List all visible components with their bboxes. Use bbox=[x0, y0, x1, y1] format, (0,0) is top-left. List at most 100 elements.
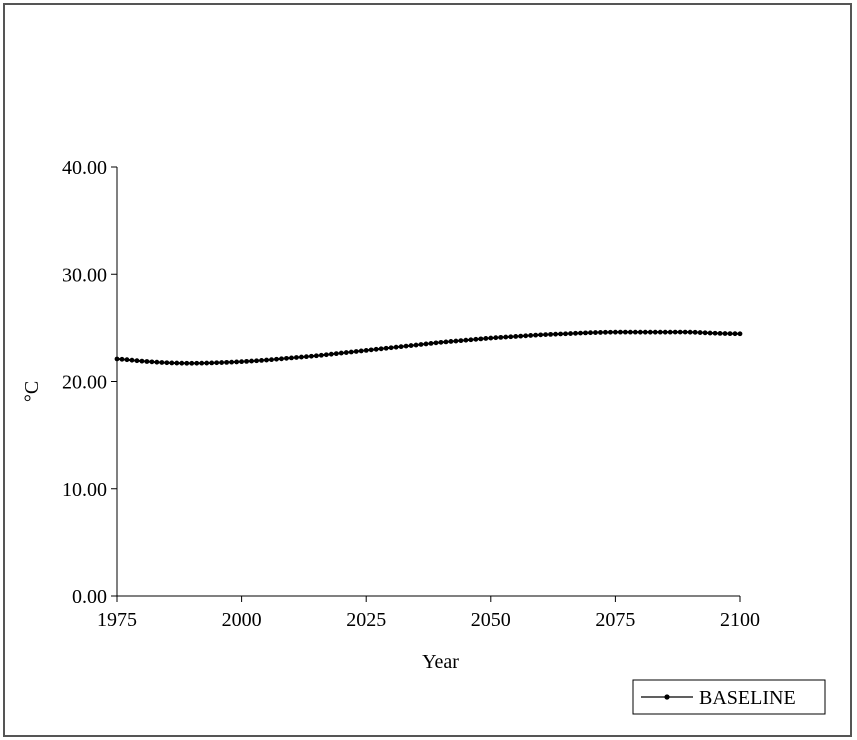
data-point bbox=[289, 355, 294, 361]
data-point bbox=[413, 342, 419, 348]
y-tick-label: 30.00 bbox=[62, 264, 107, 286]
data-point bbox=[528, 333, 534, 338]
data-point bbox=[328, 351, 334, 357]
data-point bbox=[608, 329, 613, 335]
x-tick-label: 2075 bbox=[595, 609, 635, 631]
chart-frame: 0.00 10.00 20.00 30.00 40.00 1975 2000 2025 2050… bbox=[3, 3, 852, 737]
data-point bbox=[568, 331, 573, 336]
data-point bbox=[667, 329, 673, 335]
data-point bbox=[493, 335, 499, 341]
data-point bbox=[303, 354, 309, 360]
data-point bbox=[632, 329, 638, 335]
data-point bbox=[573, 330, 578, 336]
data-point bbox=[483, 336, 489, 341]
data-point bbox=[299, 354, 304, 360]
data-point bbox=[164, 360, 170, 366]
data-point bbox=[722, 331, 728, 336]
data-point bbox=[687, 329, 693, 335]
data-point bbox=[642, 329, 648, 335]
y-tick-label: 20.00 bbox=[62, 372, 107, 394]
x-tick-label: 2050 bbox=[471, 609, 511, 631]
data-point bbox=[234, 359, 240, 365]
x-tick-label: 2100 bbox=[720, 609, 760, 631]
data-point bbox=[418, 342, 424, 347]
data-point bbox=[169, 360, 175, 366]
data-point bbox=[453, 338, 459, 344]
data-point bbox=[672, 329, 678, 335]
data-point bbox=[274, 356, 279, 362]
data-point bbox=[697, 330, 703, 335]
data-point bbox=[388, 345, 394, 351]
data-point bbox=[598, 330, 603, 335]
y-tick-label: 0.00 bbox=[72, 586, 107, 608]
data-point bbox=[219, 360, 225, 365]
data-point bbox=[707, 330, 713, 336]
data-point bbox=[588, 330, 593, 336]
data-point bbox=[229, 359, 235, 365]
data-point bbox=[627, 329, 633, 335]
data-point bbox=[189, 360, 195, 366]
data-point bbox=[433, 340, 439, 346]
data-point bbox=[313, 353, 319, 359]
data-point bbox=[373, 346, 379, 352]
data-point bbox=[318, 352, 324, 358]
legend-label-baseline: BASELINE bbox=[699, 687, 796, 709]
data-point bbox=[603, 329, 608, 335]
data-point bbox=[428, 340, 434, 346]
data-point bbox=[338, 350, 344, 356]
data-point bbox=[523, 333, 529, 339]
x-tick-label: 1975 bbox=[97, 609, 137, 631]
data-point bbox=[393, 344, 399, 350]
data-point bbox=[254, 358, 259, 364]
line-chart: 0.00 10.00 20.00 30.00 40.00 1975 2000 2025 2050… bbox=[21, 157, 826, 715]
data-point bbox=[732, 331, 738, 337]
data-point bbox=[657, 329, 663, 335]
data-point bbox=[279, 356, 284, 362]
data-point bbox=[249, 358, 254, 364]
data-point bbox=[239, 359, 245, 365]
data-point bbox=[583, 330, 588, 336]
data-point bbox=[363, 348, 369, 353]
data-point bbox=[478, 336, 484, 342]
data-point bbox=[144, 359, 150, 364]
data-point bbox=[448, 339, 454, 344]
data-point bbox=[209, 360, 215, 366]
data-point bbox=[174, 360, 180, 366]
data-point bbox=[214, 360, 220, 366]
data-point bbox=[443, 339, 449, 345]
data-point bbox=[543, 332, 549, 337]
data-point bbox=[308, 353, 314, 359]
data-point bbox=[259, 358, 264, 363]
data-point bbox=[199, 360, 205, 366]
data-point bbox=[194, 360, 200, 366]
data-point bbox=[677, 329, 683, 335]
data-point bbox=[129, 357, 135, 363]
data-point bbox=[622, 329, 628, 335]
data-point bbox=[284, 355, 289, 361]
data-point bbox=[348, 349, 354, 355]
data-point bbox=[617, 329, 623, 335]
data-point bbox=[408, 343, 414, 348]
data-point bbox=[353, 349, 359, 354]
axes bbox=[111, 166, 741, 602]
data-point bbox=[593, 330, 598, 335]
data-point bbox=[154, 359, 160, 365]
data-point bbox=[383, 345, 389, 351]
legend-marker-swatch bbox=[664, 694, 670, 700]
data-point bbox=[458, 338, 464, 344]
data-point bbox=[538, 332, 544, 338]
legend: BASELINE bbox=[632, 679, 826, 715]
data-point bbox=[159, 360, 165, 365]
data-point bbox=[558, 331, 563, 337]
series-line-baseline bbox=[116, 331, 741, 365]
data-point bbox=[323, 352, 329, 358]
data-point bbox=[737, 331, 743, 337]
data-point bbox=[578, 330, 583, 336]
data-point bbox=[513, 334, 519, 339]
data-point bbox=[423, 341, 429, 347]
x-tick-label: 2025 bbox=[346, 609, 386, 631]
data-point bbox=[727, 331, 733, 337]
data-point bbox=[613, 329, 618, 335]
data-point bbox=[662, 329, 668, 335]
data-point bbox=[403, 343, 409, 349]
